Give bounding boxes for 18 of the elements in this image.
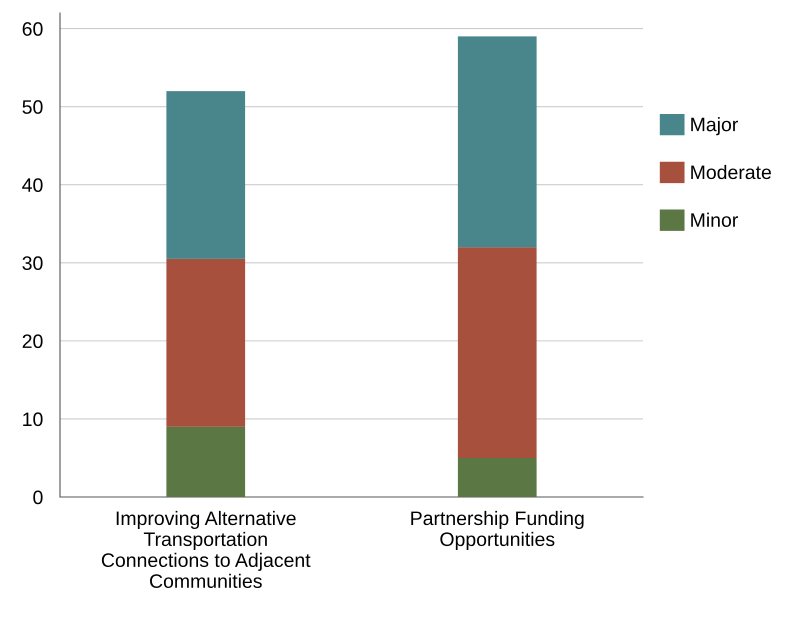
x-tick-label: Improving Alternative Transportation Connections to Adjacent Communities [102, 510, 310, 588]
y-tick-label: 0 [33, 490, 43, 504]
bar [458, 247, 537, 458]
x-tick-label: Partnership Funding Opportunities [411, 510, 584, 550]
bar [166, 258, 246, 427]
legend-label: Major [691, 117, 738, 136]
y-tick-label: 50 [22, 100, 43, 114]
bar [166, 91, 246, 259]
y-tick-label: 30 [22, 256, 43, 270]
y-tick-label: 60 [22, 22, 43, 36]
bar [166, 426, 246, 497]
y-tick-label: 10 [23, 412, 43, 426]
legend-label: Moderate [691, 164, 771, 180]
y-tick-label: 40 [22, 178, 43, 192]
bar [458, 36, 537, 248]
legend-label: Minor [691, 212, 738, 227]
y-tick-label: 20 [22, 334, 43, 348]
bar [458, 458, 537, 497]
